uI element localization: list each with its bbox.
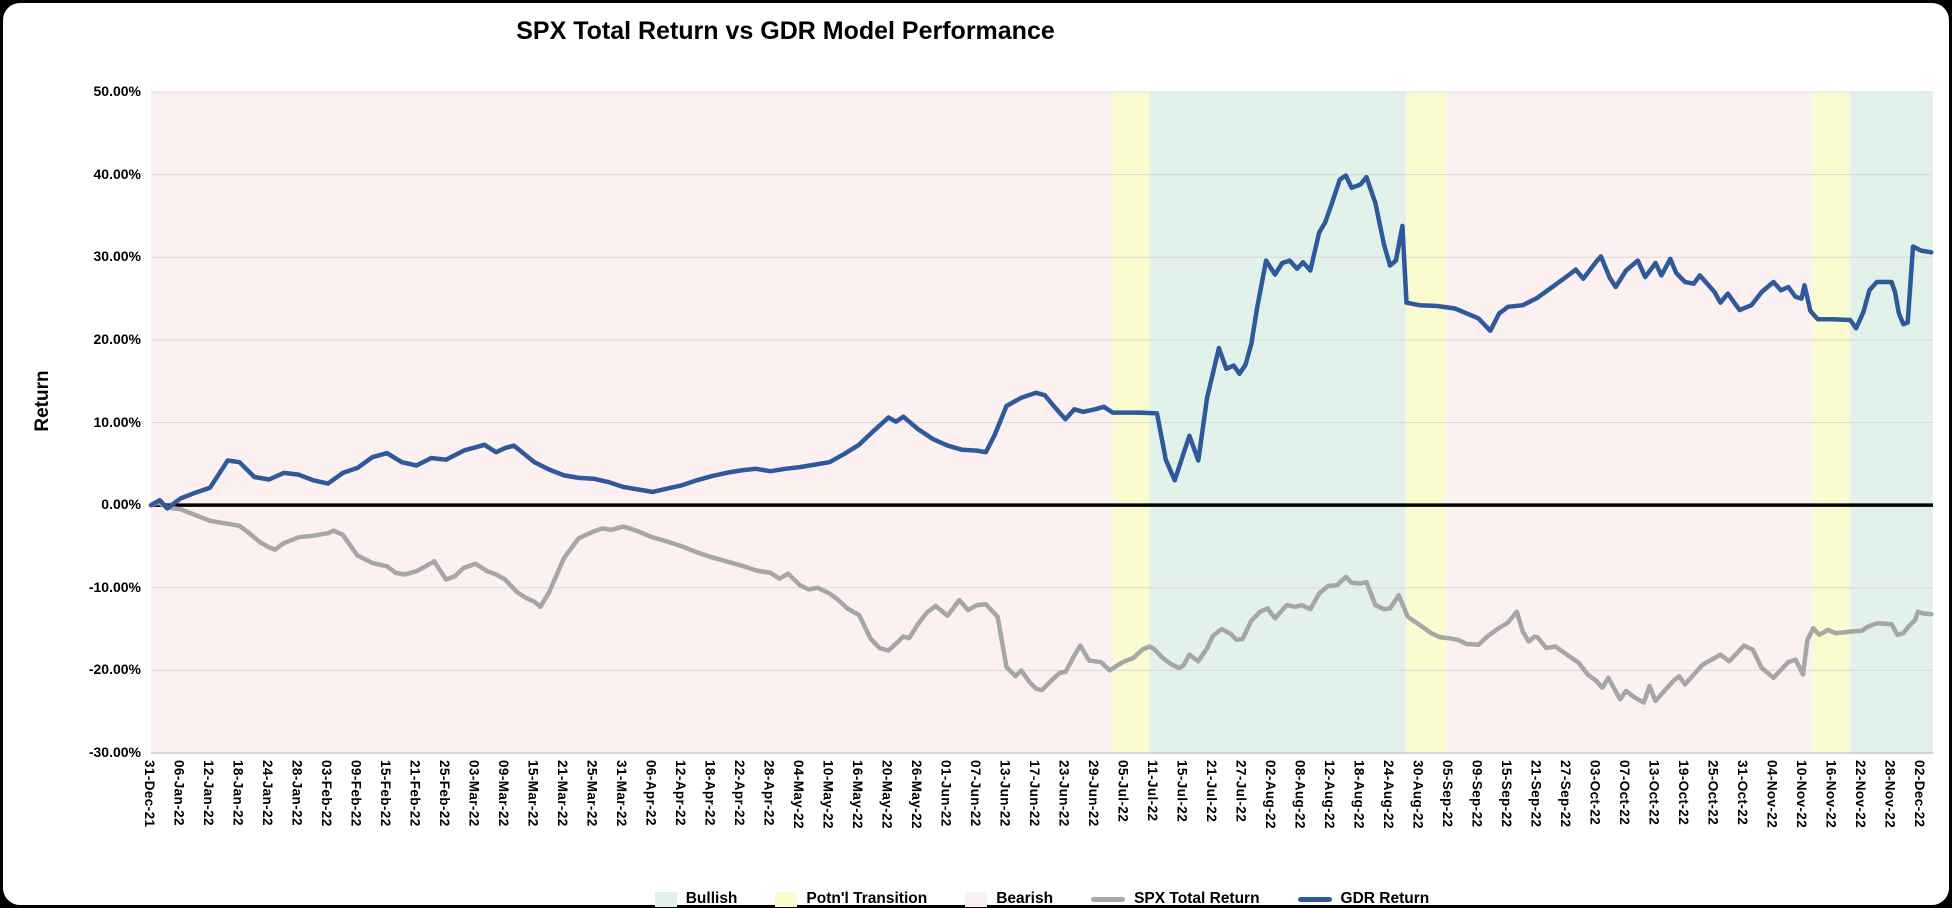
x-tick-label: 25-Feb-22 — [437, 760, 452, 827]
y-tick-label: -10.00% — [88, 578, 141, 595]
x-tick-label: 02-Aug-22 — [1263, 760, 1278, 829]
x-tick-label: 15-Jul-22 — [1174, 760, 1190, 823]
x-tick-label: 08-Aug-22 — [1292, 760, 1308, 829]
x-tick-label: 03-Feb-22 — [319, 760, 334, 827]
chart-legend: Bullish Potn'l Transition Bearish SPX To… — [151, 886, 1933, 908]
gdr-line-marker-icon — [1297, 896, 1332, 902]
legend-label: Bullish — [685, 890, 738, 907]
x-tick-label: 25-Mar-22 — [584, 760, 600, 827]
spx-series-line — [148, 500, 1934, 705]
transition-swatch-icon — [775, 891, 798, 907]
x-tick-label: 31-Mar-22 — [614, 760, 629, 827]
chart-card: SPX Total Return vs GDR Model Performanc… — [3, 3, 1949, 908]
y-tick-label: 20.00% — [93, 330, 141, 347]
legend-label: Bearish — [996, 890, 1054, 907]
x-tick-label: 16-Nov-22 — [1823, 760, 1839, 829]
x-tick-label: 18-Apr-22 — [702, 760, 718, 826]
x-tick-label: 15-Sep-22 — [1499, 760, 1514, 828]
legend-label: SPX Total Return — [1134, 890, 1260, 907]
y-tick-label: 30.00% — [93, 248, 141, 265]
legend-item-gdr: GDR Return — [1297, 890, 1430, 908]
x-tick-label: 09-Mar-22 — [496, 760, 511, 827]
x-tick-label: 29-Jun-22 — [1086, 760, 1101, 827]
x-tick-label: 26-May-22 — [909, 760, 924, 829]
y-tick-label: 50.00% — [93, 83, 141, 99]
x-tick-label: 28-Apr-22 — [761, 760, 777, 826]
legend-label: GDR Return — [1340, 890, 1430, 907]
x-tick-label: 04-Nov-22 — [1764, 760, 1780, 829]
x-tick-label: 07-Jun-22 — [968, 760, 983, 827]
x-tick-label: 21-Jul-22 — [1204, 760, 1219, 823]
x-tick-label: 11-Jul-22 — [1145, 760, 1160, 822]
chart-title: SPX Total Return vs GDR Model Performanc… — [516, 17, 1055, 45]
x-tick-label: 27-Sep-22 — [1558, 760, 1573, 828]
x-tick-label: 03-Mar-22 — [466, 760, 482, 827]
x-tick-label: 09-Feb-22 — [348, 760, 364, 827]
x-tick-label: 28-Jan-22 — [289, 760, 305, 826]
x-tick-label: 06-Jan-22 — [171, 760, 187, 826]
x-tick-label: 17-Jun-22 — [1027, 760, 1042, 827]
y-tick-label: 0.00% — [101, 496, 141, 513]
legend-label: Potn'l Transition — [806, 890, 928, 907]
spx-line-marker-icon — [1091, 896, 1126, 902]
x-tick-label: 19-Oct-22 — [1676, 760, 1691, 826]
x-tick-label: 15-Feb-22 — [378, 760, 393, 827]
x-tick-label: 21-Sep-22 — [1528, 760, 1544, 828]
gdr-series-line — [148, 173, 1934, 511]
x-tick-label: 24-Aug-22 — [1381, 760, 1396, 829]
x-tick-label: 12-Jan-22 — [201, 760, 216, 826]
bearish-swatch-icon — [965, 891, 988, 907]
x-tick-label: 05-Jul-22 — [1115, 760, 1131, 823]
legend-item-bullish: Bullish — [654, 890, 738, 908]
x-tick-label: 30-Aug-22 — [1410, 760, 1426, 829]
x-tick-label: 31-Oct-22 — [1735, 760, 1750, 826]
x-tick-label: 12-Apr-22 — [673, 760, 688, 826]
x-tick-label: 03-Oct-22 — [1587, 760, 1603, 826]
bullish-swatch-icon — [654, 891, 677, 907]
x-tick-label: 01-Jun-22 — [938, 760, 954, 827]
legend-item-spx: SPX Total Return — [1091, 890, 1260, 908]
x-tick-label: 07-Oct-22 — [1617, 760, 1632, 826]
chart-canvas — [148, 91, 1934, 754]
x-tick-label: 15-Mar-22 — [525, 760, 541, 827]
x-tick-label: 10-May-22 — [820, 760, 836, 829]
x-tick-label: 27-Jul-22 — [1233, 760, 1249, 823]
y-tick-label: 10.00% — [93, 413, 141, 430]
x-tick-label: 16-May-22 — [850, 760, 865, 829]
legend-item-bearish: Bearish — [965, 890, 1053, 908]
x-tick-label: 02-Dec-22 — [1912, 760, 1927, 828]
x-tick-label: 22-Nov-22 — [1853, 760, 1868, 829]
x-tick-label: 24-Jan-22 — [260, 760, 275, 826]
x-tick-label: 05-Sep-22 — [1440, 760, 1455, 828]
x-tick-label: 21-Mar-22 — [555, 760, 570, 827]
x-tick-label: 23-Jun-22 — [1056, 760, 1072, 827]
x-tick-label: 13-Oct-22 — [1646, 760, 1662, 826]
x-tick-label: 21-Feb-22 — [407, 760, 423, 827]
x-tick-label: 22-Apr-22 — [732, 760, 747, 826]
x-tick-label: 09-Sep-22 — [1469, 760, 1485, 828]
x-tick-label: 20-May-22 — [879, 760, 895, 829]
x-tick-label: 28-Nov-22 — [1882, 760, 1898, 829]
x-tick-label: 10-Nov-22 — [1794, 760, 1809, 829]
x-tick-label: 25-Oct-22 — [1705, 760, 1721, 826]
legend-item-transition: Potn'l Transition — [775, 890, 927, 908]
x-tick-label: 18-Aug-22 — [1351, 760, 1367, 829]
y-tick-label: -20.00% — [88, 661, 141, 678]
x-tick-label: 18-Jan-22 — [230, 760, 246, 826]
x-tick-label: 13-Jun-22 — [997, 760, 1013, 827]
y-tick-label: 40.00% — [93, 165, 141, 182]
y-tick-label: -30.00% — [88, 744, 141, 760]
x-tick-label: 12-Aug-22 — [1322, 760, 1337, 829]
x-tick-label: 31-Dec-21 — [142, 760, 157, 828]
x-tick-label: 04-May-22 — [791, 760, 806, 829]
x-tick-label: 06-Apr-22 — [643, 760, 659, 826]
